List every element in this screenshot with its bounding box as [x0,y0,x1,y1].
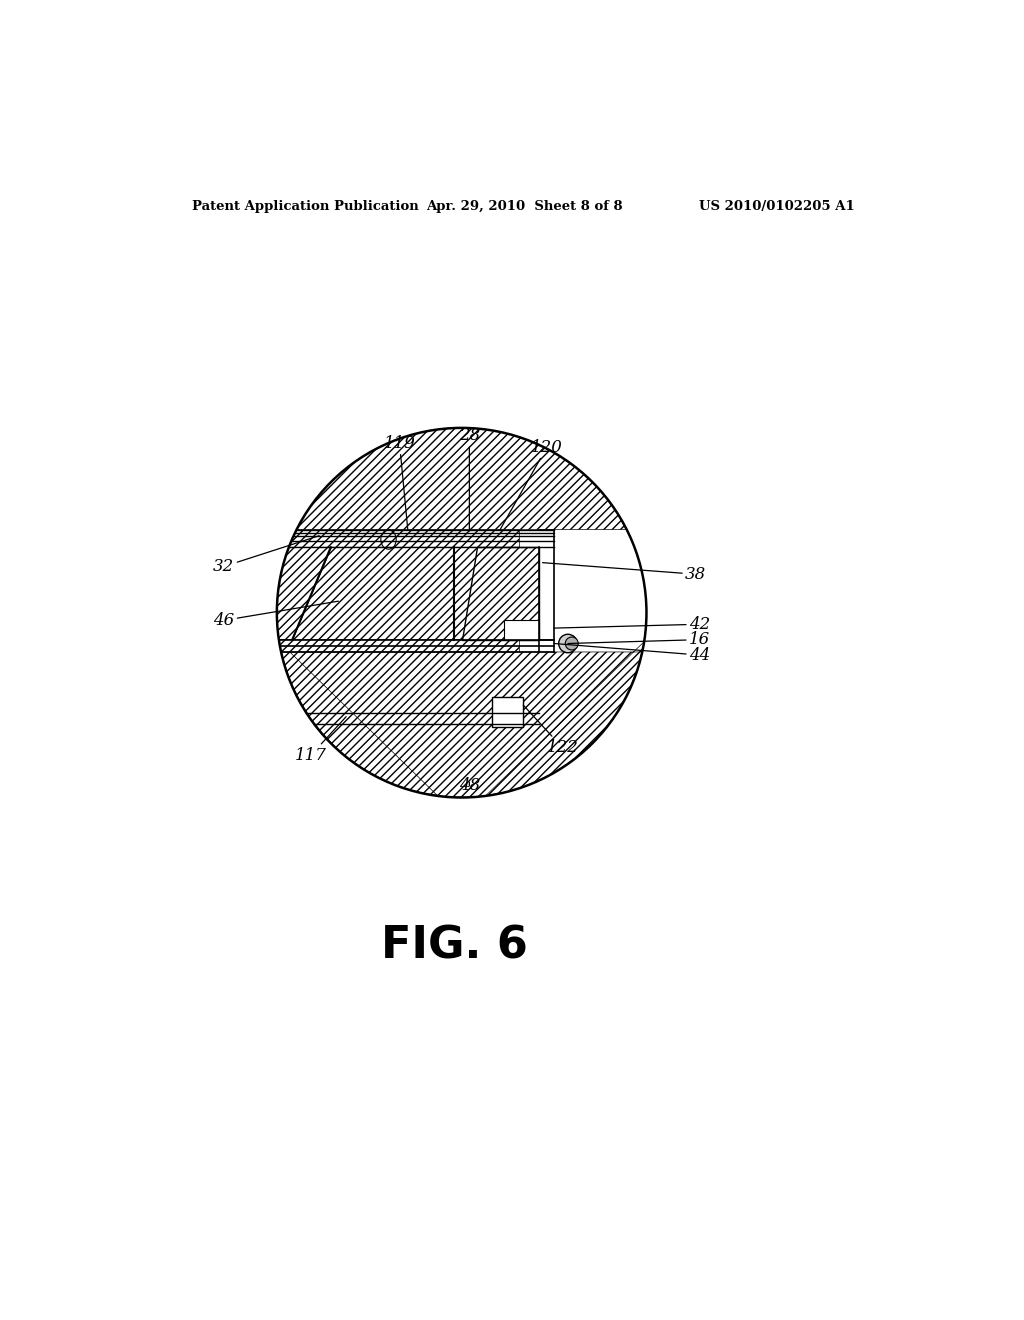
Polygon shape [297,428,627,529]
Polygon shape [493,697,523,726]
Circle shape [559,635,578,653]
Polygon shape [504,620,539,640]
Text: US 2010/0102205 A1: US 2010/0102205 A1 [698,199,854,213]
Text: 32: 32 [213,536,319,576]
Text: 117: 117 [295,717,346,764]
Text: 48: 48 [459,777,480,795]
Polygon shape [292,548,454,640]
Polygon shape [292,548,454,640]
Polygon shape [279,640,519,652]
Circle shape [565,638,579,649]
Polygon shape [289,529,519,548]
Text: Apr. 29, 2010  Sheet 8 of 8: Apr. 29, 2010 Sheet 8 of 8 [426,199,624,213]
Polygon shape [462,548,539,640]
Text: 44: 44 [554,644,710,664]
Text: Patent Application Publication: Patent Application Publication [193,199,419,213]
Text: 46: 46 [213,601,339,628]
Text: 16: 16 [568,631,710,648]
Text: 119: 119 [384,434,416,529]
Text: 38: 38 [543,562,707,582]
Text: 28: 28 [459,428,480,531]
Text: FIG. 6: FIG. 6 [381,924,527,968]
Text: 122: 122 [523,705,579,756]
Polygon shape [276,548,519,640]
Text: 42: 42 [554,615,710,632]
Polygon shape [280,642,644,797]
Text: 120: 120 [500,438,563,529]
